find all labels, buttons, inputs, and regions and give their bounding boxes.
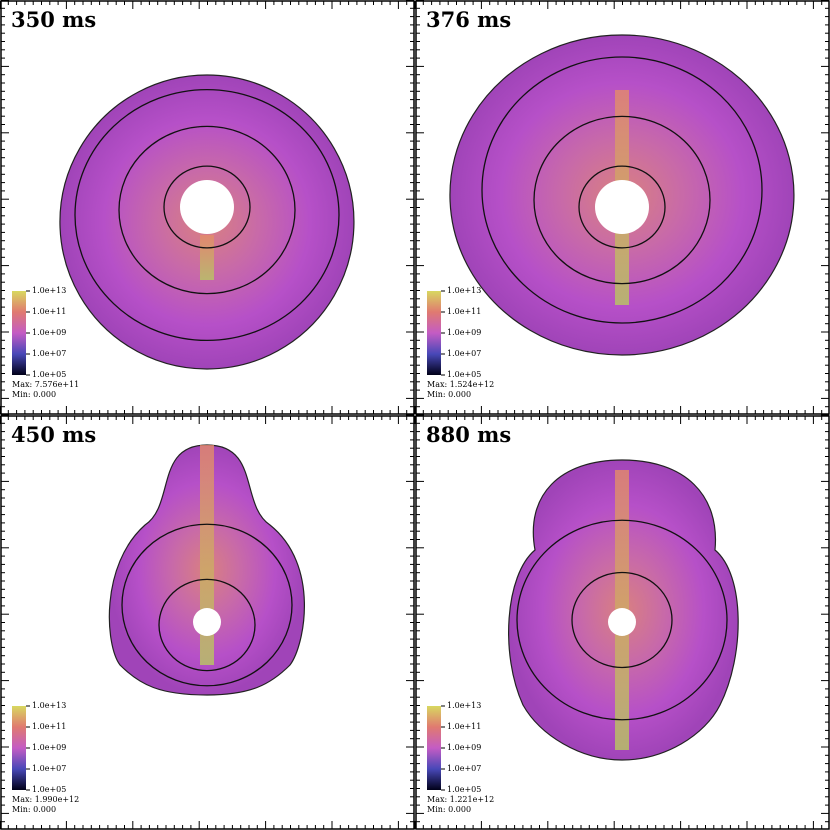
panel-title: 376 ms [426, 7, 511, 32]
jet-column [200, 235, 214, 280]
max-label: Max: 1.221e+12 [427, 795, 494, 804]
colorbar [427, 706, 441, 790]
min-label: Min: 0.000 [12, 390, 56, 399]
min-label: Min: 0.000 [12, 805, 56, 814]
contour [121, 523, 293, 687]
colorbar-label: 1.0e+13 [32, 286, 66, 295]
colorbar-label: 1.0e+07 [32, 764, 66, 773]
min-label: Min: 0.000 [427, 805, 471, 814]
panel-title: 350 ms [11, 7, 96, 32]
inner-core [180, 180, 234, 234]
contour [163, 165, 251, 249]
inner-core [608, 608, 636, 636]
max-label: Max: 1.524e+12 [427, 380, 494, 389]
colorbar-label: 1.0e+07 [447, 764, 481, 773]
colorbar-label: 1.0e+13 [447, 286, 481, 295]
colorbar-label: 1.0e+13 [32, 701, 66, 710]
contour [571, 571, 673, 669]
contour [74, 88, 340, 342]
colorbar-label: 1.0e+05 [32, 785, 66, 794]
colorbar-label: 1.0e+09 [447, 743, 481, 752]
colorbar-label: 1.0e+11 [447, 722, 481, 731]
panel: 450 ms 1.0e+13 1.0e+11 1.0e+09 1.0e+07 1.0e+0… [0, 414, 415, 830]
panel-title: 880 ms [426, 422, 511, 447]
panel: 376 ms 1.0e+13 1.0e+11 1.0e+09 1.0e+07 1.0e+0… [414, 0, 830, 415]
colorbar-label: 1.0e+05 [447, 785, 481, 794]
contour [516, 519, 728, 721]
max-label: Max: 1.990e+12 [12, 795, 79, 804]
inner-core [193, 608, 221, 636]
panel: 880 ms 1.0e+13 1.0e+11 1.0e+09 1.0e+07 1.0e+0… [414, 414, 830, 830]
contour [158, 578, 256, 672]
contour [118, 125, 296, 295]
colorbar-label: 1.0e+11 [32, 722, 66, 731]
colorbar-label: 1.0e+09 [447, 328, 481, 337]
min-label: Min: 0.000 [427, 390, 471, 399]
panel-title: 450 ms [11, 422, 96, 447]
panel: 350 ms 1.0e+13 1.0e+11 1.0e+09 1.0e+07 1.0e+0… [0, 0, 415, 415]
colorbar [12, 706, 26, 790]
colorbar-label: 1.0e+07 [447, 349, 481, 358]
colorbar [12, 291, 26, 375]
colorbar [427, 291, 441, 375]
colorbar-label: 1.0e+13 [447, 701, 481, 710]
colorbar-label: 1.0e+05 [447, 370, 481, 379]
colorbar-label: 1.0e+11 [32, 307, 66, 316]
contour [578, 165, 666, 249]
inner-core [595, 180, 649, 234]
colorbar-label: 1.0e+09 [32, 328, 66, 337]
colorbar-label: 1.0e+05 [32, 370, 66, 379]
colorbar-label: 1.0e+09 [32, 743, 66, 752]
colorbar-label: 1.0e+11 [447, 307, 481, 316]
colorbar-label: 1.0e+07 [32, 349, 66, 358]
max-label: Max: 7.576e+11 [12, 380, 79, 389]
contour [533, 115, 711, 285]
contour [481, 56, 763, 324]
